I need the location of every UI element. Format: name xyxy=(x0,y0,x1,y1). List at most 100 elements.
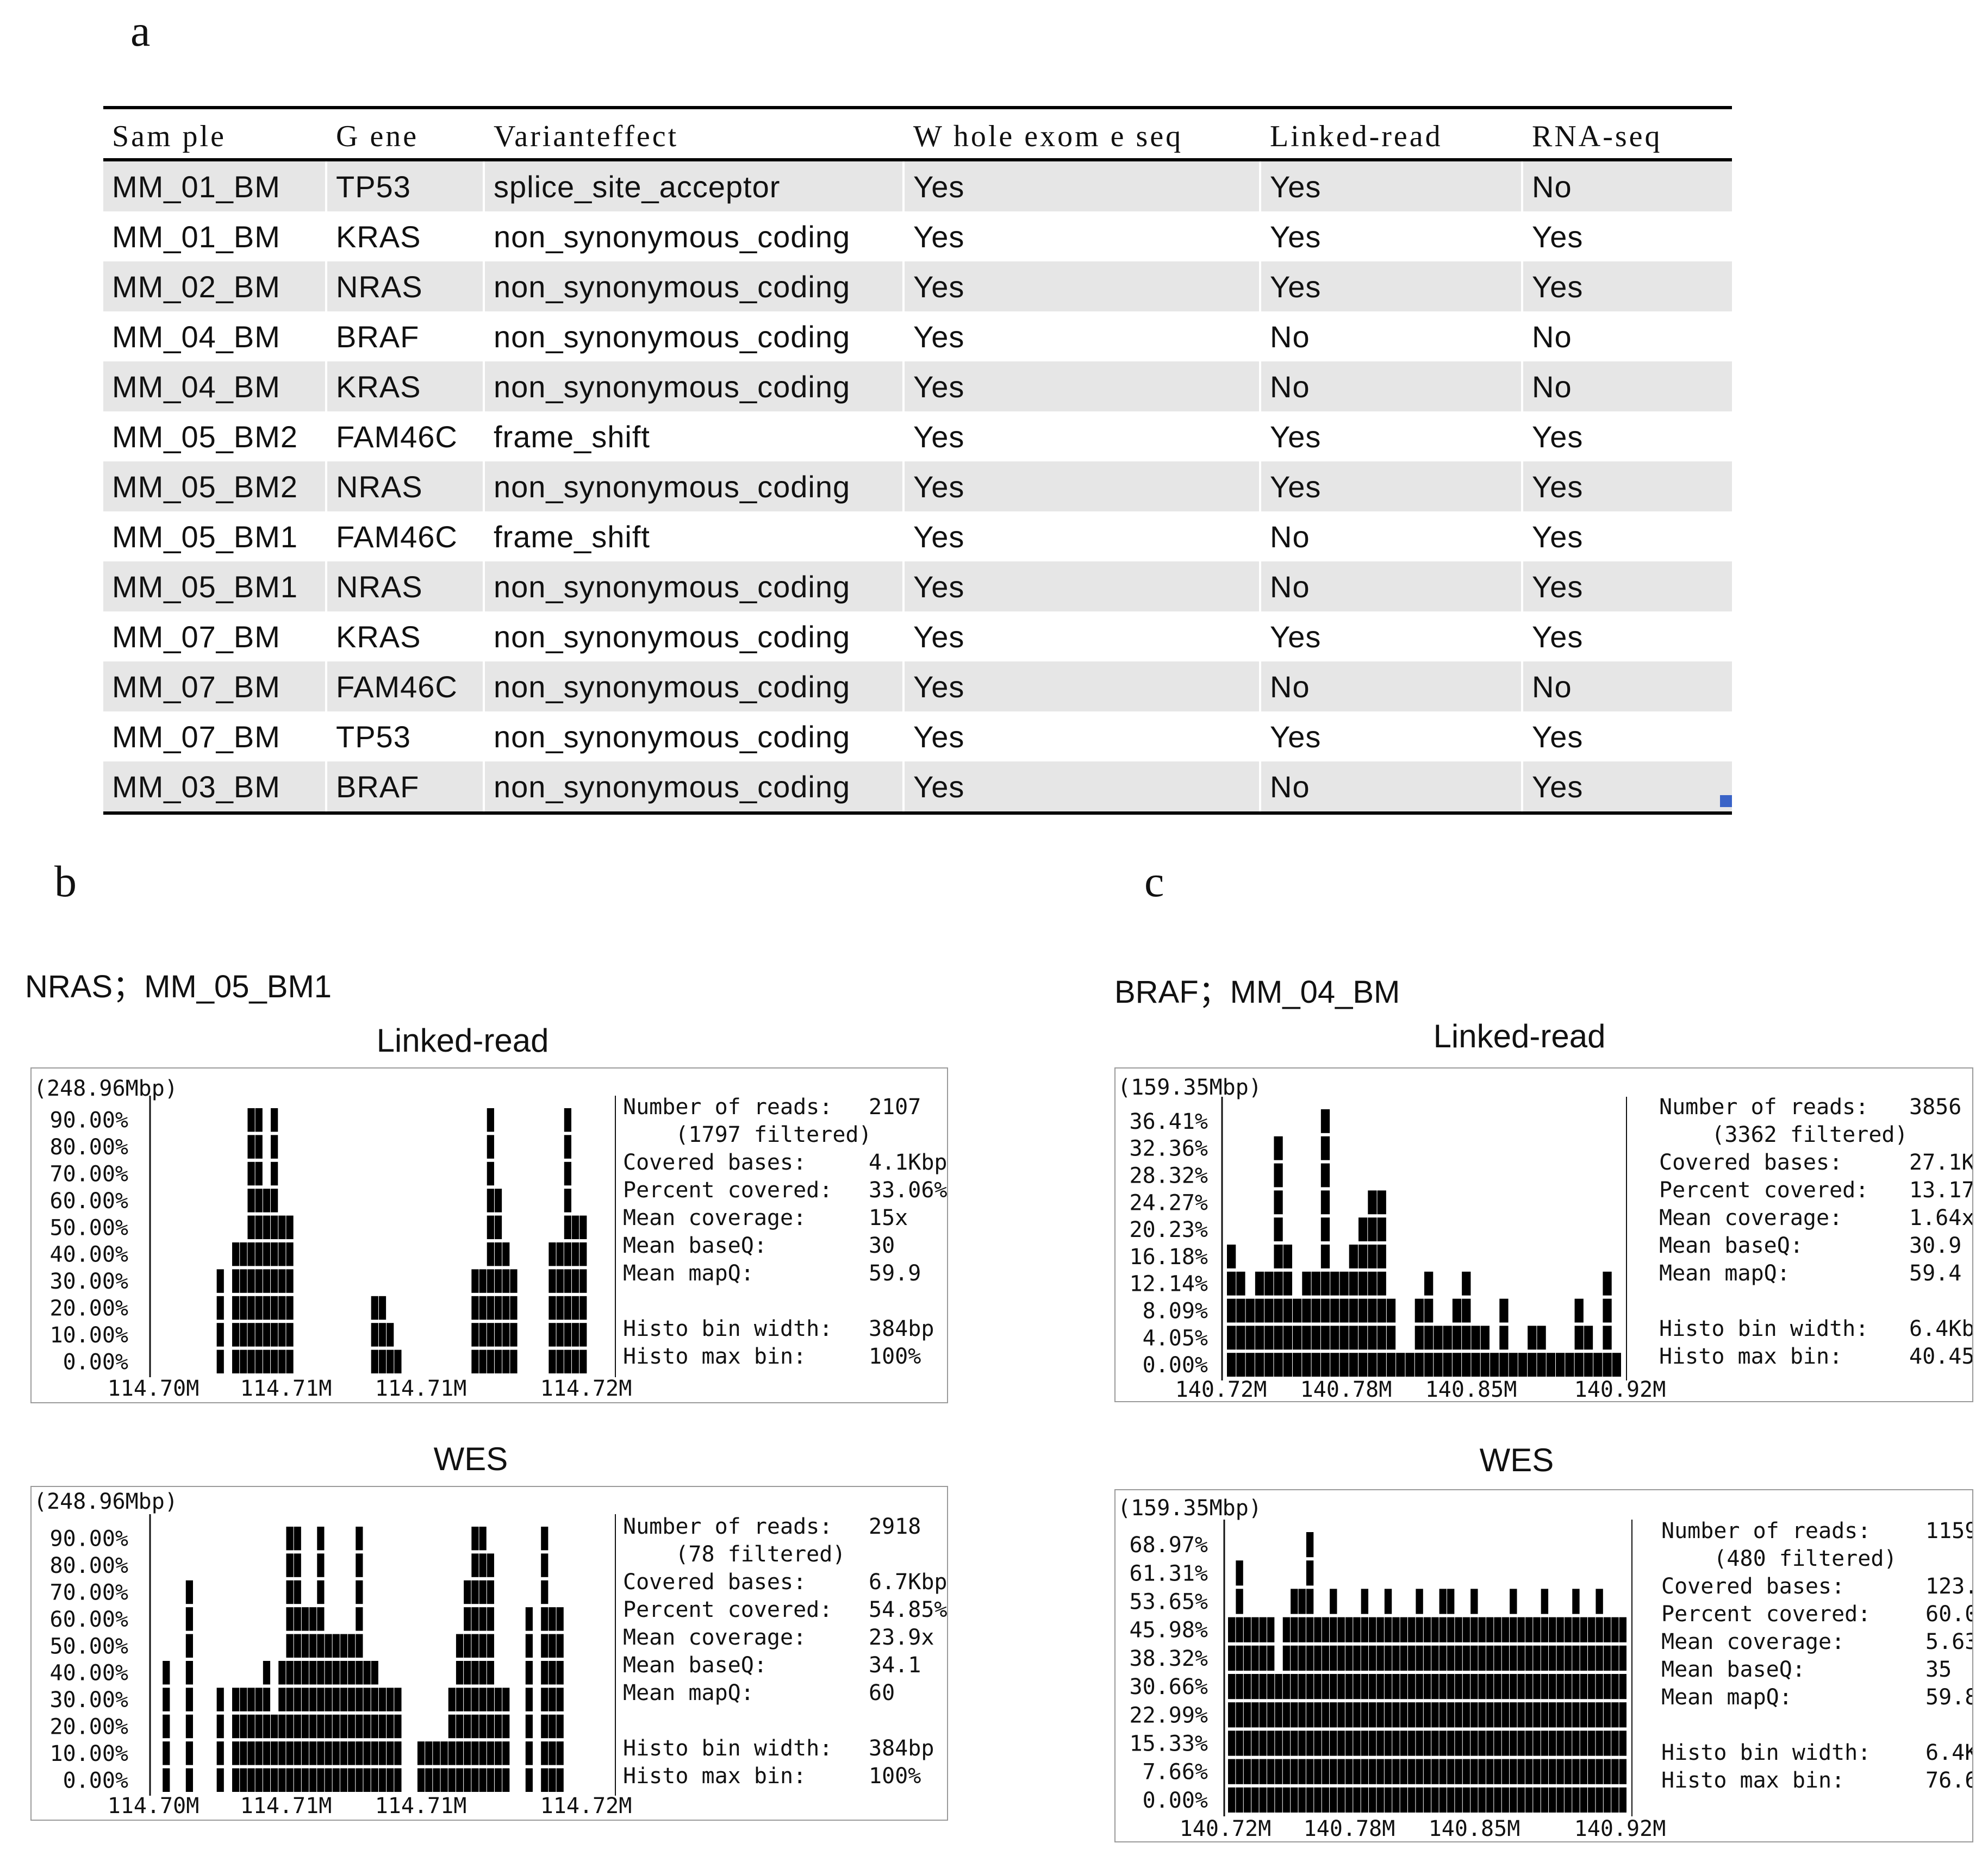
histogram-bar xyxy=(1416,1589,1423,1813)
bar-cell xyxy=(1320,1163,1330,1188)
cell-wes: Yes xyxy=(902,261,1260,311)
bar-cell xyxy=(1236,1353,1245,1377)
c-linked-stat-label: Number of reads: xyxy=(1659,1095,1868,1120)
bar-cell xyxy=(1361,1645,1369,1671)
bar-cell xyxy=(1392,1730,1400,1756)
table-row: MM_05_BM2 FAM46C frame_shift Yes Yes Yes xyxy=(103,411,1732,461)
bar-cell xyxy=(1462,1702,1470,1728)
bar-cell xyxy=(1510,1674,1517,1699)
bar-cell xyxy=(216,1349,224,1373)
bar-cell xyxy=(271,1741,278,1765)
cell-wes: Yes xyxy=(902,711,1260,761)
bar-cell xyxy=(1470,1674,1478,1699)
cell-gene: FAM46C xyxy=(325,511,484,561)
bar-cell xyxy=(294,1607,301,1631)
histogram-bar xyxy=(317,1527,325,1792)
bar-cell xyxy=(1424,1353,1434,1377)
bar-cell xyxy=(247,1296,255,1320)
bar-cell xyxy=(1549,1645,1556,1671)
bar-cell xyxy=(1291,1589,1298,1614)
bar-cell xyxy=(1611,1645,1619,1671)
bar-cell xyxy=(1556,1674,1564,1699)
histogram-bar xyxy=(301,1607,309,1792)
cell-variant-effect: non_synonymous_coding xyxy=(483,611,903,661)
bar-cell xyxy=(185,1607,194,1631)
bar-cell xyxy=(247,1215,255,1239)
bar-cell xyxy=(1227,1245,1236,1269)
bar-cell xyxy=(1611,1730,1619,1756)
histogram-bar xyxy=(216,1688,224,1792)
bar-cell xyxy=(1353,1787,1361,1813)
panel-b-label: NRAS；MM_05_BM1 xyxy=(25,969,332,1004)
bar-cell xyxy=(1337,1674,1345,1699)
bar-cell xyxy=(479,1269,487,1293)
bar-cell xyxy=(185,1580,194,1604)
bar-cell xyxy=(348,1741,356,1765)
bar-cell xyxy=(317,1741,325,1765)
cell-sample: MM_05_BM2 xyxy=(103,461,326,511)
bar-cell xyxy=(247,1768,255,1792)
bar-cell xyxy=(1455,1787,1462,1813)
histogram-bar xyxy=(1423,1617,1431,1813)
bar-cell xyxy=(448,1688,456,1711)
bar-cell xyxy=(255,1108,263,1132)
b-linked-svg: (248.96Mbp) 90.00%80.00%70.00%60.00%50.00… xyxy=(34,1076,947,1401)
bar-cell xyxy=(378,1349,387,1373)
c-linked-y-tick: 12.14% xyxy=(1130,1272,1208,1297)
b-linked-stat-label: Number of reads: xyxy=(623,1095,832,1120)
bar-cell xyxy=(1259,1674,1267,1699)
bar-cell xyxy=(232,1269,240,1293)
bar-cell xyxy=(294,1527,301,1551)
bar-cell xyxy=(1462,1617,1470,1642)
bar-cell xyxy=(487,1661,494,1685)
bar-cell xyxy=(1322,1730,1330,1756)
bar-cell xyxy=(1517,1702,1525,1728)
bar-cell xyxy=(1499,1353,1509,1377)
bar-cell xyxy=(317,1714,325,1739)
bar-cell xyxy=(1358,1217,1368,1241)
b-wes-y-tick: 70.00% xyxy=(50,1580,129,1605)
bar-cell xyxy=(1462,1298,1471,1323)
table-row: MM_04_BM KRAS non_synonymous_coding Yes No No xyxy=(103,361,1732,411)
histogram-bar xyxy=(1243,1617,1251,1813)
b-linked-plot: (248.96Mbp) 90.00% 80.00% 70.00% 60.00% 50.00… xyxy=(30,1067,948,1403)
bar-cell xyxy=(1416,1674,1423,1699)
bar-cell xyxy=(1439,1589,1447,1614)
c-wes-y-tick: 30.66% xyxy=(1130,1674,1208,1699)
bar-cell xyxy=(1596,1730,1603,1756)
bar-cell xyxy=(1443,1326,1452,1350)
bar-cell xyxy=(309,1714,317,1739)
bar-cell xyxy=(1337,1617,1345,1642)
table-corner-marker xyxy=(1720,795,1732,807)
bar-cell xyxy=(1447,1702,1455,1728)
bar-cell xyxy=(387,1688,394,1711)
histogram-bar xyxy=(1345,1617,1353,1813)
bar-cell xyxy=(1408,1730,1416,1756)
bar-cell xyxy=(1243,1702,1251,1728)
bar-cell xyxy=(232,1349,240,1373)
bar-cell xyxy=(1501,1787,1510,1813)
bar-cell xyxy=(1349,1298,1358,1323)
bar-cell xyxy=(1228,1702,1236,1728)
cell-wes: Yes xyxy=(902,511,1260,561)
bar-cell xyxy=(1330,1617,1337,1642)
bar-cell xyxy=(286,1741,294,1765)
cell-variant-effect: non_synonymous_coding xyxy=(483,711,903,761)
histogram-bar xyxy=(1384,1589,1392,1813)
bar-cell xyxy=(1293,1326,1302,1350)
bar-cell xyxy=(1528,1353,1537,1377)
bar-cell xyxy=(1455,1674,1462,1699)
bar-cell xyxy=(1369,1702,1376,1728)
histogram-bar xyxy=(1353,1617,1361,1813)
bar-cell xyxy=(271,1189,278,1213)
bar-cell xyxy=(309,1607,317,1631)
bar-cell xyxy=(1243,1674,1251,1699)
histogram-bar xyxy=(387,1688,394,1792)
b-wes-stat-label: Covered bases: xyxy=(623,1570,806,1595)
bar-cell xyxy=(1251,1787,1259,1813)
bar-cell xyxy=(1267,1787,1275,1813)
bar-cell xyxy=(1330,1759,1337,1784)
bar-cell xyxy=(1267,1759,1275,1784)
b-wes-svg: (248.96Mbp) 90.00%80.00%70.00%60.00%50.00… xyxy=(34,1489,947,1819)
bar-cell xyxy=(1267,1730,1275,1756)
